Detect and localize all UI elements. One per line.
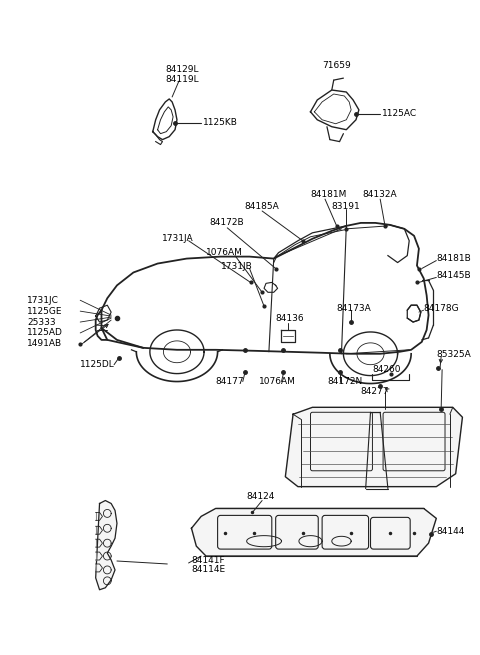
Text: 84129L: 84129L: [165, 65, 199, 74]
Polygon shape: [192, 508, 436, 556]
Text: 84119L: 84119L: [165, 75, 199, 84]
Text: 1076AM: 1076AM: [206, 248, 243, 257]
Text: 84136: 84136: [276, 314, 304, 322]
Text: 1731JA: 1731JA: [162, 234, 194, 243]
Text: 1731JB: 1731JB: [220, 262, 252, 271]
Text: 84185A: 84185A: [245, 202, 279, 210]
Text: 25333: 25333: [27, 318, 56, 327]
Text: 1125AC: 1125AC: [382, 109, 417, 119]
Text: 1125GE: 1125GE: [27, 307, 62, 316]
Polygon shape: [96, 500, 117, 590]
Text: 84141F: 84141F: [192, 555, 225, 565]
Text: 84181M: 84181M: [311, 190, 347, 198]
Text: 84178G: 84178G: [424, 304, 459, 312]
Text: 84277: 84277: [361, 387, 389, 396]
Text: 84177: 84177: [216, 377, 244, 386]
Text: 1076AM: 1076AM: [259, 377, 296, 386]
Text: 84181B: 84181B: [436, 254, 471, 263]
Text: 1125DL: 1125DL: [80, 360, 115, 369]
Text: 84172B: 84172B: [209, 218, 243, 227]
Text: 84260: 84260: [372, 365, 401, 374]
Text: 84173A: 84173A: [336, 304, 372, 312]
Text: 84172N: 84172N: [327, 377, 362, 386]
Text: 84132A: 84132A: [363, 190, 397, 198]
Text: 85325A: 85325A: [436, 350, 471, 359]
Text: 1491AB: 1491AB: [27, 339, 62, 348]
Text: 84124: 84124: [247, 492, 275, 501]
Text: 84144: 84144: [436, 527, 465, 536]
Text: 71659: 71659: [322, 61, 351, 69]
Text: 84145B: 84145B: [436, 271, 471, 280]
Text: 1731JC: 1731JC: [27, 296, 59, 305]
Text: 1125KB: 1125KB: [203, 119, 238, 127]
Text: 84114E: 84114E: [192, 565, 226, 574]
Polygon shape: [285, 407, 462, 487]
Text: 1125AD: 1125AD: [27, 328, 63, 337]
Text: 83191: 83191: [332, 202, 360, 210]
